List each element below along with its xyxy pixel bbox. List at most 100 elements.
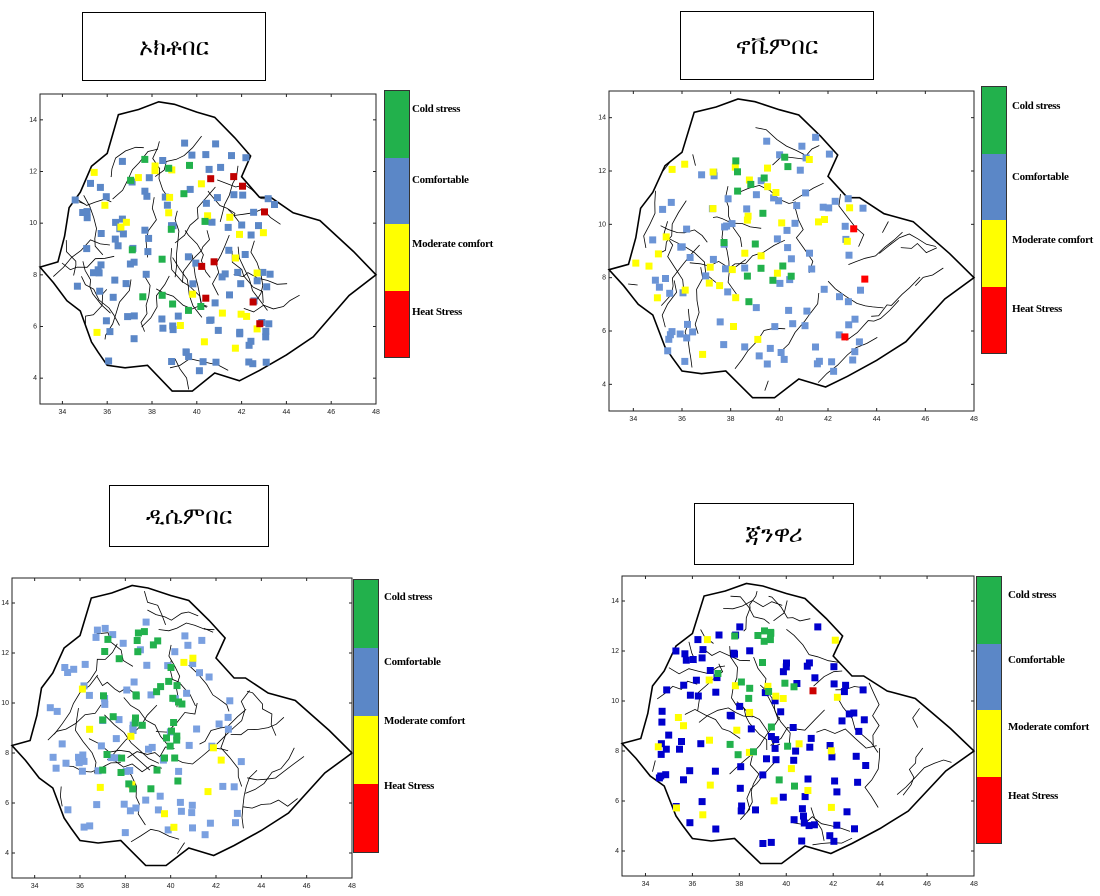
station-marker: [217, 756, 225, 764]
x-tick-label: 42: [829, 881, 837, 888]
station-marker: [173, 732, 181, 740]
station-marker: [125, 780, 133, 788]
station-marker: [852, 752, 860, 760]
station-marker: [804, 787, 812, 794]
station-marker: [184, 253, 192, 261]
station-marker: [99, 766, 107, 774]
station-marker: [712, 688, 720, 696]
x-tick-label: 44: [283, 409, 291, 416]
station-marker: [809, 687, 817, 695]
country-outline: [38, 100, 378, 392]
station-marker: [681, 160, 689, 168]
station-marker: [743, 205, 751, 213]
station-marker: [201, 217, 209, 225]
station-marker: [199, 358, 207, 366]
map-legend: [353, 579, 379, 853]
legend-label-heat: Heat Stress: [384, 780, 434, 792]
station-marker: [805, 822, 813, 830]
station-marker: [175, 767, 183, 775]
station-marker: [189, 280, 197, 288]
x-tick-label: 42: [238, 409, 246, 416]
station-marker: [250, 208, 258, 216]
station-marker: [851, 825, 858, 833]
station-marker: [154, 806, 162, 814]
station-marker: [667, 198, 675, 206]
station-marker: [163, 201, 171, 209]
station-marker: [212, 358, 220, 366]
station-marker: [97, 230, 105, 237]
station-marker: [843, 808, 851, 816]
station-marker: [144, 248, 152, 256]
station-marker: [253, 277, 261, 285]
station-marker: [746, 708, 754, 716]
legend-label-cold: Cold stress: [1012, 100, 1061, 112]
station-marker: [132, 714, 139, 722]
station-marker: [129, 785, 137, 793]
station-marker: [706, 667, 714, 674]
station-marker: [165, 209, 173, 217]
station-markers: [46, 618, 245, 839]
station-marker: [158, 291, 166, 299]
station-marker: [183, 689, 191, 697]
station-marker: [772, 756, 780, 764]
station-marker: [850, 709, 858, 717]
station-marker: [161, 193, 169, 201]
station-marker: [165, 677, 173, 685]
station-marker: [189, 660, 197, 668]
station-marker: [86, 822, 94, 830]
station-marker: [100, 692, 107, 700]
station-marker: [92, 633, 100, 641]
station-marker: [85, 691, 93, 699]
station-marker: [117, 223, 125, 231]
station-marker: [109, 713, 117, 721]
station-marker: [681, 286, 689, 294]
station-marker: [185, 306, 192, 314]
station-marker: [151, 167, 159, 175]
station-marker: [787, 765, 795, 773]
station-marker: [215, 720, 223, 728]
station-marker: [714, 670, 722, 677]
station-marker: [673, 804, 680, 812]
station-marker: [709, 255, 717, 263]
legend-label-cold: Cold stress: [384, 591, 433, 603]
station-marker: [218, 309, 226, 317]
station-marker: [684, 320, 691, 328]
station-marker: [87, 179, 94, 187]
station-marker: [112, 218, 120, 226]
station-marker: [134, 174, 142, 182]
station-marker: [843, 237, 851, 245]
station-marker: [825, 150, 833, 158]
station-marker: [662, 233, 670, 241]
station-marker: [800, 819, 808, 827]
station-marker: [169, 326, 177, 334]
station-marker: [699, 350, 707, 358]
station-marker: [113, 754, 121, 762]
station-marker: [142, 618, 150, 626]
station-marker: [781, 153, 789, 161]
station-marker: [75, 759, 83, 767]
legend-swatch-cold: [354, 580, 378, 648]
station-marker: [706, 736, 713, 744]
station-marker: [132, 691, 140, 699]
station-marker: [674, 714, 682, 721]
station-marker: [245, 358, 253, 366]
station-marker: [184, 641, 192, 649]
station-marker: [186, 185, 194, 193]
station-marker: [694, 692, 702, 700]
station-marker: [659, 205, 667, 213]
station-marker: [790, 816, 798, 824]
station-marker: [238, 221, 246, 229]
station-marker: [827, 747, 835, 755]
y-tick-label: 4: [615, 848, 619, 855]
station-marker: [657, 750, 665, 758]
station-marker: [127, 176, 135, 184]
station-marker: [97, 261, 105, 269]
x-tick-label: 34: [31, 883, 39, 890]
station-marker: [93, 626, 101, 634]
station-marker: [210, 258, 218, 266]
y-tick-label: 12: [29, 169, 37, 176]
station-marker: [709, 205, 717, 213]
station-marker: [206, 316, 214, 324]
station-marker: [157, 683, 165, 691]
legend-label-moderate: Moderate comfort: [412, 238, 494, 250]
